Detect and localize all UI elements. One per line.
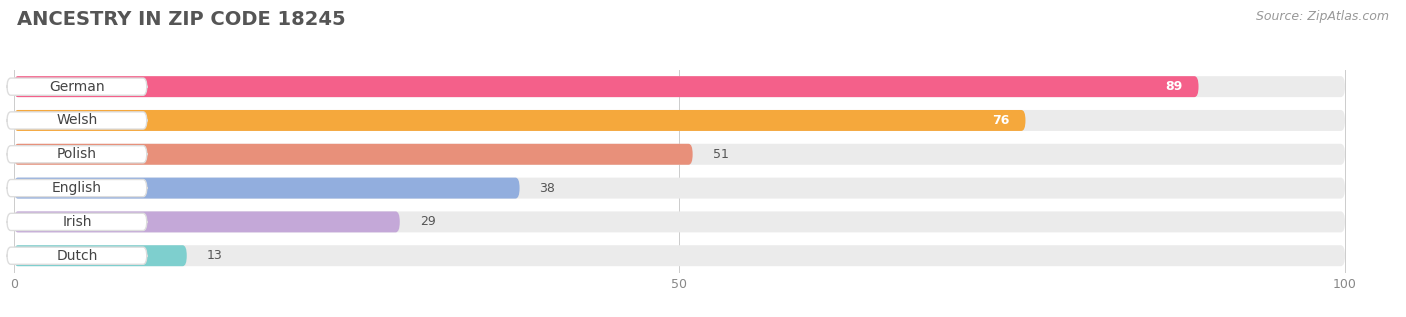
FancyBboxPatch shape	[7, 213, 146, 230]
FancyBboxPatch shape	[14, 76, 1198, 97]
Text: Polish: Polish	[56, 147, 97, 161]
Text: Irish: Irish	[62, 215, 91, 229]
Text: German: German	[49, 80, 104, 94]
FancyBboxPatch shape	[7, 146, 146, 163]
Text: Welsh: Welsh	[56, 113, 97, 127]
FancyBboxPatch shape	[14, 178, 520, 198]
Text: 13: 13	[207, 249, 222, 262]
FancyBboxPatch shape	[14, 110, 1346, 131]
Text: 29: 29	[420, 215, 436, 229]
Text: 51: 51	[713, 148, 728, 161]
Text: English: English	[52, 181, 101, 195]
FancyBboxPatch shape	[14, 110, 1025, 131]
FancyBboxPatch shape	[14, 76, 1346, 97]
FancyBboxPatch shape	[14, 245, 187, 266]
Text: Source: ZipAtlas.com: Source: ZipAtlas.com	[1256, 10, 1389, 23]
FancyBboxPatch shape	[14, 144, 1346, 165]
FancyBboxPatch shape	[7, 247, 146, 264]
Text: 38: 38	[540, 182, 555, 195]
FancyBboxPatch shape	[7, 179, 146, 197]
FancyBboxPatch shape	[14, 211, 399, 232]
Text: 76: 76	[993, 114, 1010, 127]
FancyBboxPatch shape	[14, 245, 1346, 266]
Text: 89: 89	[1166, 80, 1182, 93]
Text: Dutch: Dutch	[56, 249, 97, 263]
FancyBboxPatch shape	[14, 178, 1346, 198]
Text: ANCESTRY IN ZIP CODE 18245: ANCESTRY IN ZIP CODE 18245	[17, 10, 346, 29]
FancyBboxPatch shape	[14, 144, 693, 165]
FancyBboxPatch shape	[14, 211, 1346, 232]
FancyBboxPatch shape	[7, 78, 146, 95]
FancyBboxPatch shape	[7, 112, 146, 129]
